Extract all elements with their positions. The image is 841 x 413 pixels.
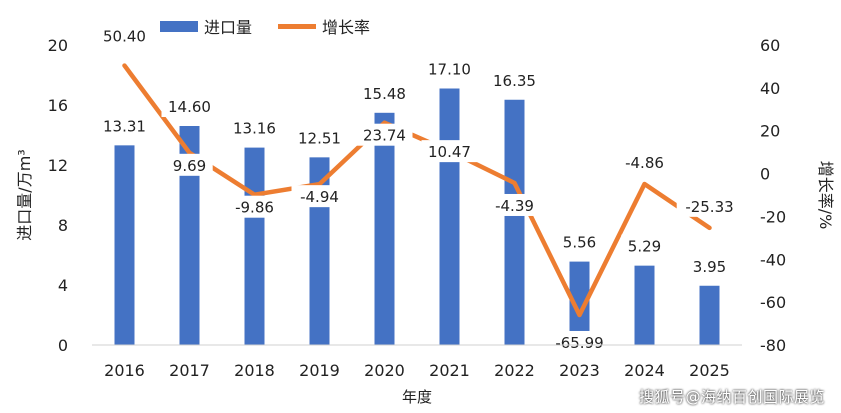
bar-2016: [114, 145, 135, 345]
x-tick-2018: 2018: [234, 361, 275, 380]
legend-label-growth: 增长率: [322, 18, 371, 37]
bar-label-2024-bg: [621, 234, 668, 257]
bar-label-2023: 5.56: [563, 234, 596, 252]
line-label-2022: -4.39: [495, 197, 534, 215]
axes-group: 2016 2017 2018 2019 2020 2021 2022 2023 2024 2025…: [15, 36, 835, 406]
x-tick-2016: 2016: [104, 361, 145, 380]
y-right-tick--60: -60: [760, 293, 786, 312]
line-label-2016: 50.40: [103, 28, 146, 46]
line-label-2018: -9.86: [235, 199, 274, 217]
bar-label-2017: 14.60: [168, 98, 211, 116]
bar-label-2016-bg: [96, 114, 153, 137]
y-left-tick-4: 4: [58, 276, 68, 295]
x-tick-2023: 2023: [559, 361, 600, 380]
line-label-2019: -4.94: [300, 188, 339, 206]
labels-group: 13.31 14.60 13.16 12.51 15.48 17.10 16.35 5.56 5…: [96, 24, 743, 353]
x-tick-2020: 2020: [364, 361, 405, 380]
growth-line: [122, 63, 712, 318]
bar-label-2023-bg: [556, 230, 603, 253]
line-label-2025: -25.33: [685, 198, 733, 216]
legend-item-import: 进口量: [160, 14, 252, 38]
y-right-tick--20: -20: [760, 207, 786, 226]
line-label-2024: -4.86: [625, 154, 664, 172]
line-label-2016-bg: [96, 24, 153, 47]
line-label-2024-bg: [616, 150, 673, 173]
legend-swatch-line: [278, 23, 317, 29]
x-tick-2021: 2021: [429, 361, 470, 380]
bar-2024: [634, 265, 655, 345]
y-right-tick-0: 0: [760, 165, 770, 184]
bar-label-2020-bg: [356, 81, 413, 104]
x-axis-title: 年度: [402, 388, 432, 406]
bar-2017: [179, 126, 200, 345]
y-right-tick-60: 60: [760, 36, 780, 55]
line-label-2022-bg: [486, 193, 543, 216]
bar-label-2016: 13.31: [103, 117, 146, 135]
bar-label-2025-bg: [686, 254, 733, 277]
bar-label-2020: 15.48: [363, 85, 406, 103]
line-label-2021-bg: [421, 140, 478, 163]
y-right-tick-40: 40: [760, 79, 780, 98]
line-label-2018-bg: [226, 195, 283, 218]
x-tick-2019: 2019: [299, 361, 340, 380]
y-left-tick-8: 8: [58, 216, 68, 235]
x-tick-2025: 2025: [689, 361, 730, 380]
x-tick-2017: 2017: [169, 361, 210, 380]
y-left-tick-12: 12: [48, 156, 68, 175]
y-left-title: 进口量/万m³: [15, 149, 34, 240]
line-label-2021: 10.47: [428, 143, 471, 161]
line-label-2019-bg: [291, 185, 348, 208]
legend-label-import: 进口量: [204, 18, 253, 37]
bar-2020: [374, 112, 395, 345]
bar-2025: [699, 285, 720, 345]
bar-label-2018: 13.16: [233, 120, 276, 138]
legend-item-growth: 增长率: [278, 14, 370, 38]
legend-swatch-bar: [160, 20, 198, 32]
x-tick-2022: 2022: [494, 361, 535, 380]
y-right-title: 增长率/%: [816, 161, 835, 230]
line-label-2020-bg: [356, 123, 413, 146]
bar-label-2021: 17.10: [428, 61, 471, 79]
y-left-tick-16: 16: [48, 96, 68, 115]
bar-2018: [244, 147, 265, 345]
bar-label-2017-bg: [161, 95, 218, 117]
bar-label-2021-bg: [421, 57, 478, 80]
bar-label-2025: 3.95: [693, 258, 726, 276]
y-left-tick-0: 0: [58, 336, 68, 355]
line-label-2017-bg: [166, 153, 213, 176]
line-label-2017: 9.69: [173, 157, 206, 175]
growth-line-group: [122, 63, 712, 318]
y-left-tick-20: 20: [48, 36, 68, 55]
y-right-tick--40: -40: [760, 250, 786, 269]
watermark: 搜狐号@海纳百创国际展览: [638, 388, 825, 406]
line-label-2023-bg: [546, 330, 613, 353]
bar-2021: [439, 88, 460, 345]
y-right-tick-20: 20: [760, 122, 780, 141]
bar-2022: [504, 99, 525, 345]
bar-label-2018-bg: [226, 116, 283, 139]
x-tick-2024: 2024: [624, 361, 665, 380]
bar-label-2019-bg: [291, 126, 348, 149]
bar-label-2024: 5.29: [628, 238, 661, 256]
y-right-tick--80: -80: [760, 336, 786, 355]
line-label-2025-bg: [676, 194, 743, 217]
legend: 进口量 增长率: [160, 14, 396, 38]
bar-label-2019: 12.51: [298, 129, 341, 147]
line-label-2023: -65.99: [555, 334, 603, 352]
bar-label-2022: 16.35: [493, 72, 536, 90]
line-label-2020: 23.74: [363, 127, 406, 145]
bar-2023: [569, 261, 590, 345]
bar-label-2022-bg: [486, 68, 543, 91]
